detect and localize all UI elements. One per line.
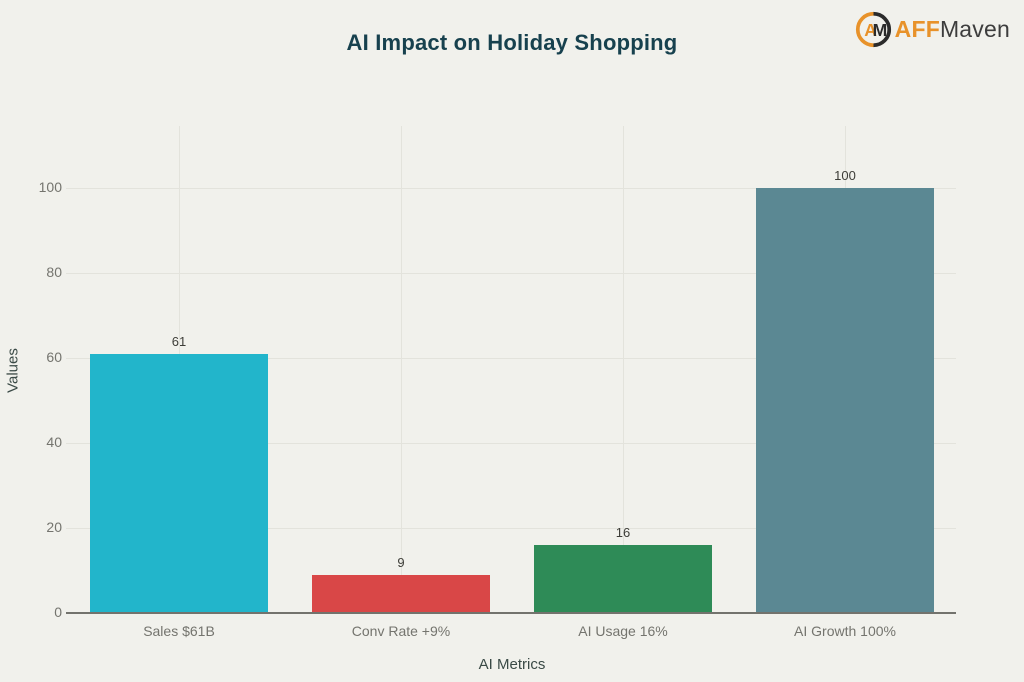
affmaven-logo: A M AFFMaven bbox=[855, 11, 1010, 48]
chart-title: AI Impact on Holiday Shopping bbox=[346, 30, 678, 55]
x-axis-title: AI Metrics bbox=[478, 656, 546, 673]
x-tick-label-4: AI Growth 100% bbox=[794, 623, 896, 639]
svg-text:A: A bbox=[864, 20, 877, 40]
y-tick-label-20: 20 bbox=[46, 519, 62, 535]
y-gridline-60 bbox=[66, 358, 956, 359]
x-tick-label-3: AI Usage 16% bbox=[578, 623, 668, 639]
logo-wordmark-suffix: Maven bbox=[939, 16, 1010, 42]
y-gridline-80 bbox=[66, 273, 956, 274]
logo-wordmark: AFFMaven bbox=[895, 16, 1010, 43]
x-tick-label-1: Sales $61B bbox=[143, 623, 215, 639]
y-gridline-100 bbox=[66, 188, 956, 189]
bar-value-label-1: 61 bbox=[171, 333, 187, 349]
bar-2 bbox=[312, 574, 490, 613]
bar-value-label-3: 16 bbox=[615, 525, 631, 540]
bar-1 bbox=[90, 353, 268, 613]
bar-value-label-2: 9 bbox=[397, 554, 405, 570]
x-gridline-3 bbox=[623, 126, 624, 613]
x-tick-label-2: Conv Rate +9% bbox=[351, 623, 451, 639]
y-axis-title: Values bbox=[4, 348, 22, 393]
y-tick-label-60: 60 bbox=[46, 349, 62, 365]
x-gridline-2 bbox=[401, 126, 402, 613]
y-tick-label-40: 40 bbox=[46, 434, 62, 450]
y-tick-label-100: 100 bbox=[38, 179, 62, 195]
y-tick-label-80: 80 bbox=[46, 264, 62, 280]
svg-text:M: M bbox=[872, 20, 887, 40]
y-tick-label-0: 0 bbox=[54, 604, 62, 620]
y-gridline-20 bbox=[66, 528, 956, 529]
affmaven-monogram-icon: A M bbox=[855, 11, 892, 48]
bar-3 bbox=[534, 545, 712, 613]
logo-wordmark-prefix: AFF bbox=[894, 16, 940, 42]
x-axis-baseline bbox=[66, 612, 956, 614]
y-gridline-40 bbox=[66, 443, 956, 444]
bar-value-label-4: 100 bbox=[834, 168, 856, 183]
bar-4 bbox=[756, 188, 934, 613]
